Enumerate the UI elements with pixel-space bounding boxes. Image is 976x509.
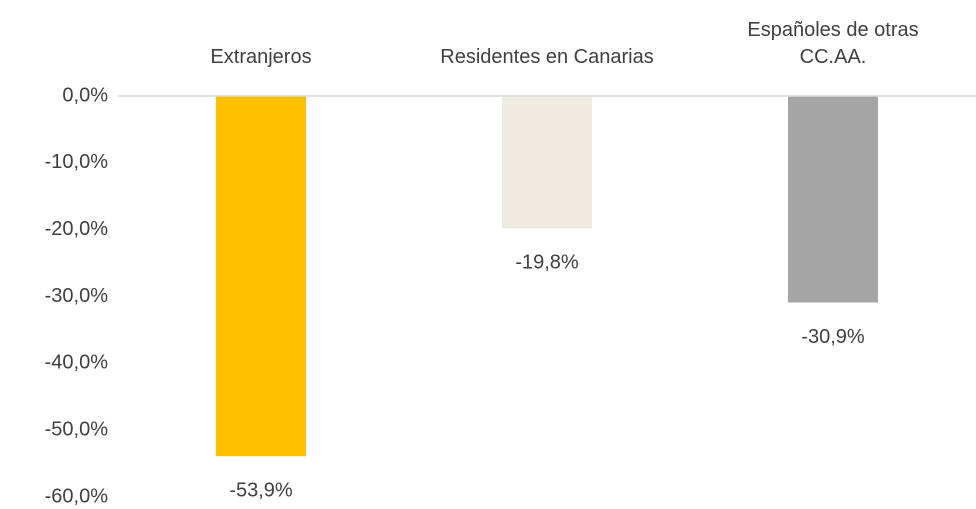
bar bbox=[216, 96, 306, 457]
y-tick-label: -10,0% bbox=[45, 151, 109, 173]
data-label: -53,9% bbox=[229, 480, 293, 502]
data-label: -30,9% bbox=[801, 326, 865, 348]
y-tick-label: 0,0% bbox=[62, 84, 108, 106]
y-tick-label: -60,0% bbox=[45, 485, 109, 507]
category-label: Extranjeros bbox=[210, 46, 312, 68]
y-tick-label: -20,0% bbox=[45, 218, 109, 240]
bar bbox=[788, 96, 878, 303]
y-tick-label: -50,0% bbox=[45, 418, 109, 440]
y-tick-label: -30,0% bbox=[45, 285, 109, 307]
category-label: Residentes en Canarias bbox=[440, 46, 654, 68]
data-label: -19,8% bbox=[515, 252, 579, 274]
bar bbox=[502, 96, 592, 229]
y-tick-label: -40,0% bbox=[45, 352, 109, 374]
category-label: Españoles de otras CC.AA. bbox=[747, 19, 919, 68]
